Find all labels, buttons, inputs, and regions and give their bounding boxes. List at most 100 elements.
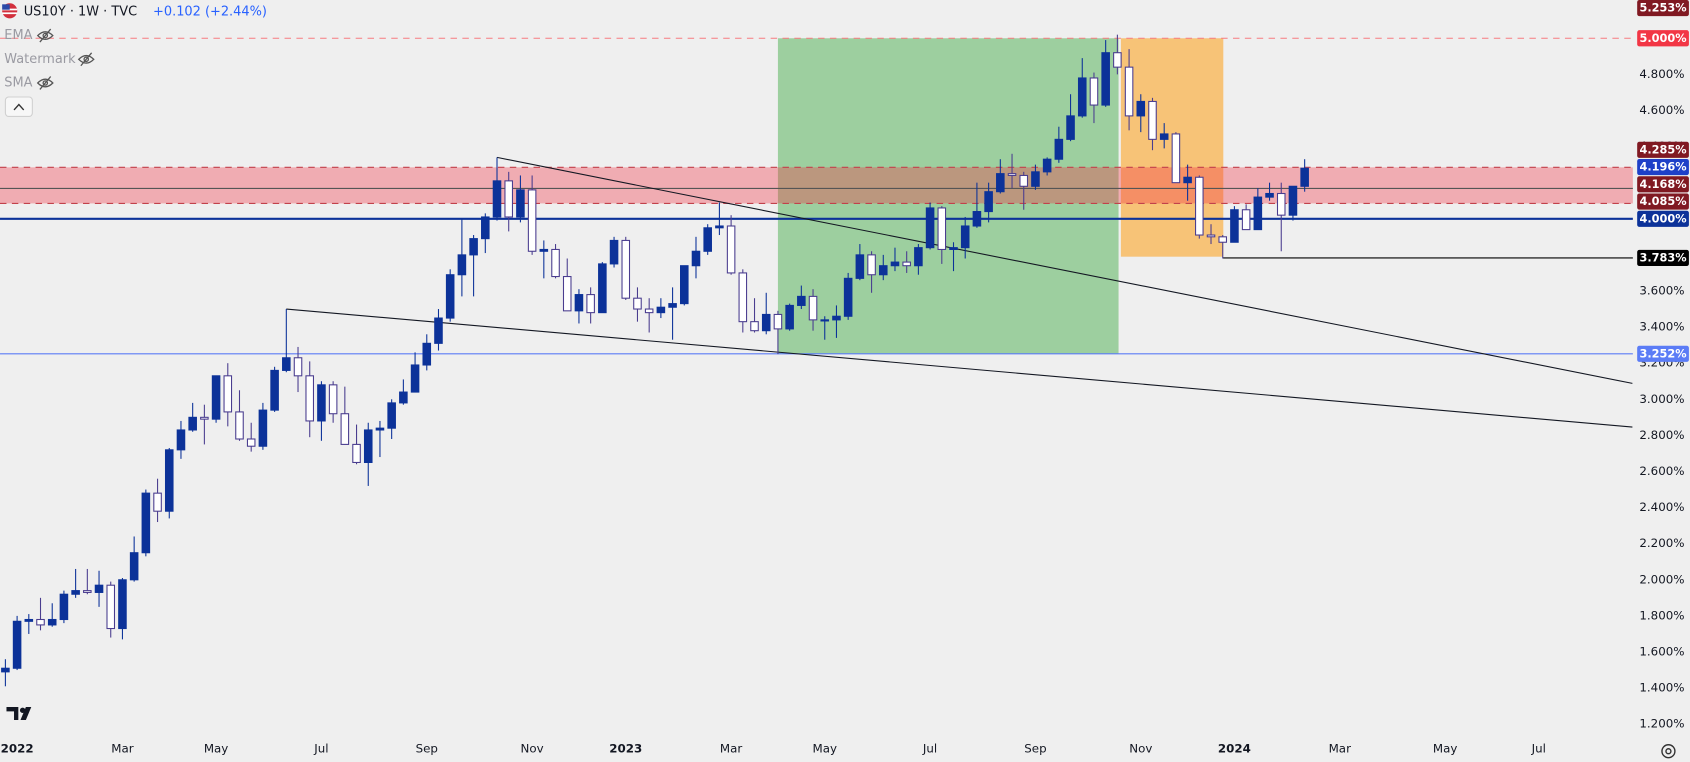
collapse-button[interactable] bbox=[4, 96, 33, 117]
candle-body bbox=[1148, 100, 1157, 140]
x-tick-label: Mar bbox=[720, 742, 742, 756]
price-label-box bbox=[1637, 0, 1689, 17]
candle-body bbox=[1077, 77, 1087, 117]
candle-body bbox=[340, 413, 350, 445]
candle-body bbox=[36, 618, 45, 626]
symbol-title: US10Y · 1W · TVC bbox=[24, 4, 137, 19]
y-tick-label: 2.600% bbox=[1639, 464, 1684, 478]
candle-body bbox=[1300, 167, 1309, 187]
candle-body bbox=[492, 180, 502, 218]
candle-body bbox=[1195, 176, 1204, 236]
candle-body bbox=[761, 313, 771, 332]
y-tick-label: 1.600% bbox=[1639, 644, 1684, 658]
y-tick-label: 2.200% bbox=[1639, 536, 1684, 550]
price-label-box bbox=[1637, 158, 1689, 176]
indicator-label[interactable]: EMA bbox=[4, 28, 32, 43]
candle-body bbox=[445, 274, 455, 319]
indicator-label[interactable]: SMA bbox=[4, 75, 32, 90]
candle-body bbox=[24, 618, 34, 622]
candle-body bbox=[1171, 133, 1181, 184]
x-tick-label: 2023 bbox=[609, 742, 642, 756]
candle-body bbox=[984, 191, 993, 213]
price-label-box bbox=[1637, 141, 1689, 158]
candle-body bbox=[59, 593, 69, 621]
candle-body bbox=[1042, 158, 1052, 173]
price-label: 5.253% bbox=[1640, 2, 1687, 15]
y-tick-label: 4.600% bbox=[1639, 103, 1684, 117]
candle-body bbox=[1101, 52, 1110, 106]
price-label: 4.168% bbox=[1640, 178, 1687, 191]
candle-body bbox=[960, 225, 970, 249]
x-tick-label: Nov bbox=[521, 742, 544, 756]
price-label-box bbox=[1637, 249, 1689, 267]
candle-body bbox=[750, 321, 759, 332]
candle-body bbox=[223, 375, 233, 413]
candle-body bbox=[668, 303, 677, 308]
candle-body bbox=[715, 225, 724, 229]
x-tick-label: Sep bbox=[416, 742, 438, 756]
candle-body bbox=[1066, 115, 1075, 140]
candle-body bbox=[516, 189, 525, 218]
price-label-box bbox=[1637, 176, 1689, 193]
tradingview-logo bbox=[6, 707, 32, 720]
candle-body bbox=[504, 180, 513, 218]
candle-body bbox=[94, 584, 104, 593]
trend-line bbox=[496, 156, 1633, 384]
candle-body bbox=[1276, 192, 1286, 216]
candle-body bbox=[808, 295, 818, 321]
x-tick-label: Jul bbox=[313, 742, 328, 756]
candle-body bbox=[246, 438, 256, 447]
candle-body bbox=[890, 261, 900, 267]
candle-body bbox=[726, 225, 736, 274]
candle-body bbox=[527, 189, 537, 252]
price-label-box bbox=[1637, 345, 1689, 362]
candle-body bbox=[609, 239, 619, 265]
candle-body bbox=[691, 250, 701, 267]
candle-body bbox=[83, 590, 92, 593]
y-tick-label: 3.600% bbox=[1639, 283, 1684, 297]
candle-body bbox=[270, 369, 279, 411]
candle-body bbox=[1159, 133, 1169, 140]
candle-body bbox=[434, 317, 443, 344]
y-tick-label: 2.000% bbox=[1639, 572, 1684, 586]
y-tick-label: 1.400% bbox=[1639, 681, 1684, 695]
candle-body bbox=[820, 319, 830, 322]
candle-body bbox=[129, 552, 139, 581]
candle-body bbox=[363, 429, 373, 464]
price-label-box bbox=[1637, 210, 1689, 227]
indicator-label[interactable]: Watermark bbox=[4, 52, 76, 67]
x-tick-label: Jul bbox=[1531, 742, 1546, 756]
highlight-box bbox=[777, 38, 1119, 354]
candle-body bbox=[375, 427, 385, 431]
candle-body bbox=[1253, 196, 1263, 231]
settings-icon[interactable] bbox=[1661, 744, 1676, 759]
price-label-box bbox=[1637, 193, 1689, 210]
price-label: 4.285% bbox=[1640, 143, 1687, 156]
candle-body bbox=[996, 173, 1005, 193]
candle-body bbox=[176, 429, 186, 451]
price-label: 5.000% bbox=[1640, 32, 1687, 45]
y-tick-label: 1.200% bbox=[1639, 717, 1684, 731]
resistance-zone bbox=[0, 167, 1633, 204]
candle-body bbox=[422, 342, 432, 366]
y-tick-label: 3.000% bbox=[1639, 392, 1684, 406]
x-tick-label: May bbox=[1433, 742, 1457, 756]
candle-body bbox=[551, 248, 560, 278]
candle-body bbox=[949, 247, 958, 251]
candle-body bbox=[680, 265, 689, 305]
candle-body bbox=[878, 265, 888, 276]
candle-body bbox=[258, 409, 268, 447]
candle-body bbox=[305, 375, 315, 422]
y-tick-label: 1.800% bbox=[1639, 608, 1684, 622]
visibility-icons[interactable] bbox=[36, 28, 95, 90]
candle-body bbox=[598, 263, 607, 314]
candle-body bbox=[352, 443, 361, 464]
price-change: +0.102 (+2.44%) bbox=[153, 4, 267, 19]
candle-body bbox=[539, 248, 549, 252]
y-tick-label: 3.400% bbox=[1639, 320, 1684, 334]
candle-body bbox=[1218, 236, 1228, 243]
candle-body bbox=[703, 227, 712, 252]
candle-body bbox=[1054, 138, 1064, 160]
price-label: 4.085% bbox=[1640, 195, 1687, 208]
candle-body bbox=[1136, 100, 1146, 117]
